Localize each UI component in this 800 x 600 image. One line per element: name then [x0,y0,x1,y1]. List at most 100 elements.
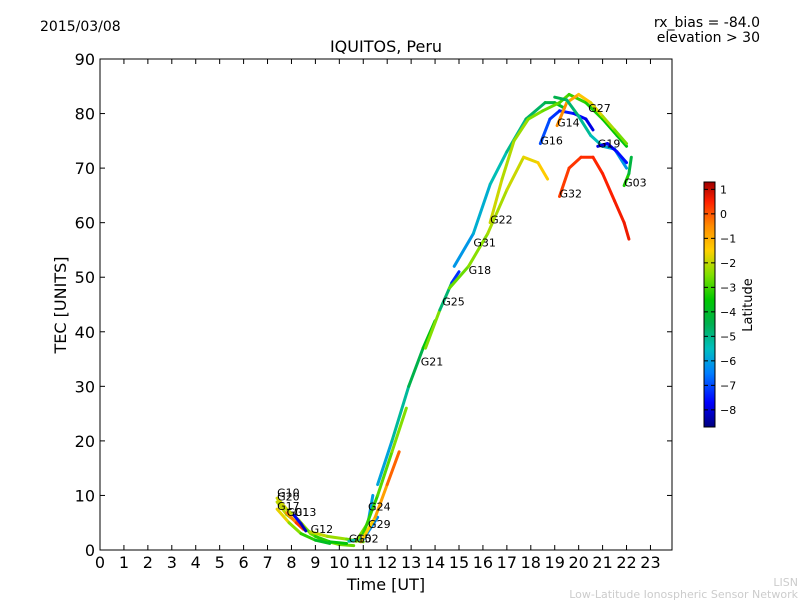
series-g32 [558,155,631,241]
series-segment [553,95,569,102]
series-segment [299,522,308,533]
y-tick-label: 90 [75,50,95,69]
satellite-label-g29: G29 [368,518,391,531]
series-segment [601,117,619,137]
y-tick-label: 30 [75,377,95,396]
footer-full: Low-Latitude Ionospheric Sensor Network [569,588,798,600]
colorbar [703,181,716,428]
satellite-label-g32: G32 [560,187,583,200]
satellite-label-g16: G16 [540,135,563,148]
series-segment [337,543,356,548]
series-segment [615,133,629,148]
series-segment [328,540,349,545]
series-segment [390,406,408,454]
satellite-label-g13: G13 [294,506,317,519]
x-axis-label: Time [UT] [346,575,425,594]
colorbar-tick-label: −6 [720,355,736,368]
plot-frame [99,58,673,551]
x-tick-label: 21 [592,553,612,572]
series-segment [275,500,289,517]
satellite-label-g31: G31 [473,237,496,250]
series-segment [567,155,583,170]
series-segment [275,496,289,511]
series-segment [541,101,562,113]
x-tick-label: 12 [377,553,397,572]
colorbar-tick-label: −1 [720,232,736,245]
x-tick-label: 22 [616,553,636,572]
y-tick-label: 40 [75,323,95,342]
x-tick-label: 23 [640,553,660,572]
series-segment [359,515,377,544]
x-tick-label: 10 [329,553,349,572]
x-tick-label: 15 [449,553,469,572]
x-tick-label: 19 [545,553,565,572]
series-g31 [452,101,566,268]
series-g17 [275,507,332,545]
footer-short: LISN [773,576,798,589]
x-tick-label: 17 [497,553,517,572]
colorbar-tick-label: −7 [720,379,736,392]
series-segment [567,92,588,105]
x-tick-label: 0 [95,553,105,572]
y-tick-label: 10 [75,486,95,505]
series-segment [447,264,471,290]
x-tick-label: 11 [353,553,373,572]
satellite-label-g15: G15 [349,532,372,545]
colorbar-tick-label: −8 [720,404,736,417]
series-segment [601,172,617,203]
series-segment [313,538,332,545]
x-tick-label: 14 [425,553,445,572]
series-segment [538,117,552,146]
series-segment [558,166,571,198]
satellite-label-g24: G24 [368,501,391,514]
series-segment [325,534,349,541]
series-segment [526,109,545,121]
x-tick-label: 16 [473,553,493,572]
series-segment [555,101,569,128]
x-tick-label: 8 [286,553,296,572]
x-tick-label: 2 [143,553,153,572]
x-axis: 0 1 2 3 4 5 6 7 8 9 10 11 12 13 14 15 16 17 18 19 20 21 22 23 [95,59,661,572]
series-segment [605,142,619,154]
y-tick-label: 0 [85,541,95,560]
colorbar-tick-label: 1 [720,183,727,196]
series-segment [577,114,593,137]
y-tick-label: 50 [75,268,95,287]
series-g19 [596,142,629,165]
series-segment [452,232,475,268]
y-axis-label: TEC [UNITS] [51,257,70,355]
series-segment [471,182,492,236]
elevation-label: elevation > 30 [657,30,760,46]
x-tick-label: 18 [521,553,541,572]
series-segment [376,439,394,487]
date-label: 2015/03/08 [40,19,121,35]
colorbar-ticks: 1 0 −1 −2 −3 −4 −5 −6 −7 −8 [704,183,736,417]
series-segment [376,450,394,497]
satellite-label-g21: G21 [421,356,444,369]
rx-bias-label: rx_bias = -84.0 [654,15,760,31]
satellite-label-g14: G14 [557,117,580,130]
series-segment [285,511,298,525]
series-segment [622,221,631,241]
series-segment [596,142,609,148]
series-segment [613,128,629,146]
series-segment [309,530,329,538]
series-segment [565,98,581,118]
x-tick-label: 4 [191,553,201,572]
series-segment [373,483,389,519]
x-tick-label: 9 [310,553,320,572]
series-segment [488,150,509,186]
series-segment [450,270,461,285]
x-tick-label: 6 [239,553,249,572]
colorbar-tick-label: −2 [720,257,736,270]
series-segment [615,150,629,165]
colorbar-tick-label: 0 [720,208,727,221]
colorbar-tick-label: −4 [720,306,736,319]
series-segment [287,521,303,536]
series-segment [390,384,411,443]
x-tick-label: 3 [167,553,177,572]
series-segment [584,117,595,132]
x-tick-label: 7 [262,553,272,572]
